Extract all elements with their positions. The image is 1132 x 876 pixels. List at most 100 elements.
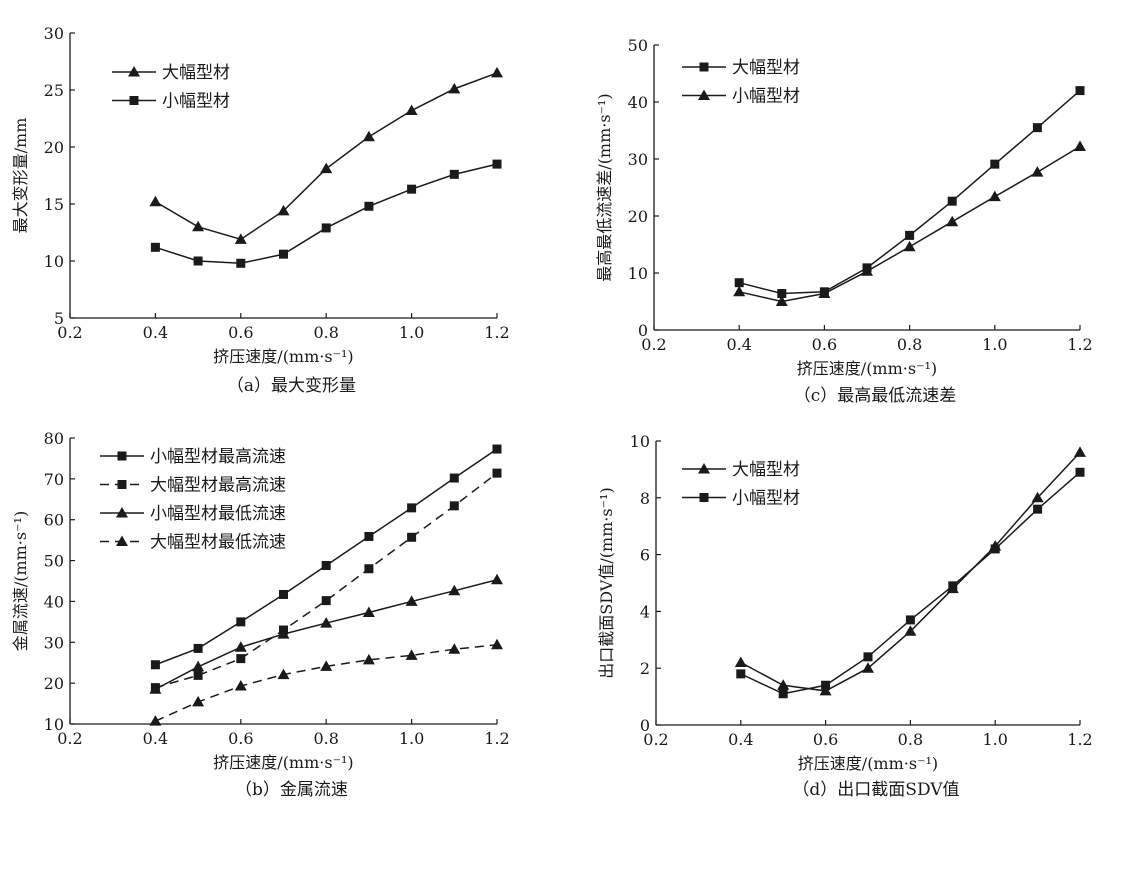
legend-marker	[698, 89, 710, 100]
data-point	[193, 670, 203, 680]
y-tick-label: 40	[44, 592, 64, 611]
data-point	[733, 285, 746, 297]
data-point	[492, 468, 502, 478]
data-point	[149, 683, 162, 694]
data-point	[448, 643, 461, 654]
y-tick-label: 25	[44, 81, 64, 100]
y-tick-label: 10	[628, 264, 648, 283]
data-point	[320, 162, 333, 174]
x-tick-label: 0.8	[313, 729, 338, 748]
data-point	[904, 625, 917, 636]
x-tick-label: 0.4	[726, 335, 751, 354]
y-axis-label: 最大变形量/mm	[11, 118, 30, 234]
y-tick-label: 8	[640, 489, 650, 508]
data-point	[862, 662, 874, 673]
data-point	[819, 684, 832, 696]
x-tick-label: 1.2	[1067, 335, 1092, 354]
data-point	[321, 596, 331, 606]
data-point	[947, 196, 957, 206]
data-point	[193, 256, 203, 266]
data-point	[1031, 166, 1044, 177]
y-tick-label: 20	[44, 138, 64, 157]
legend-marker	[699, 493, 709, 502]
y-tick-label: 20	[628, 207, 648, 226]
legend-label: 小幅型材	[162, 92, 230, 112]
data-point	[236, 617, 246, 627]
y-tick-label: 2	[640, 659, 650, 678]
chart-caption: （d）出口截面SDV值	[792, 780, 959, 800]
legend-label: 小幅型材最高流速	[150, 447, 286, 467]
data-point	[448, 584, 461, 596]
series-line	[155, 472, 498, 689]
data-point	[279, 589, 288, 599]
data-point	[777, 289, 787, 299]
y-tick-label: 30	[44, 24, 64, 43]
x-tick-label: 0.6	[813, 730, 838, 749]
data-point	[990, 159, 1000, 169]
data-point	[734, 656, 747, 668]
legend-marker	[117, 480, 127, 489]
y-tick-label: 30	[628, 150, 648, 169]
x-tick-label: 1.2	[1067, 730, 1092, 749]
data-point	[492, 159, 502, 169]
y-axis-label: 金属流速/(mm·s⁻¹)	[11, 511, 30, 651]
data-point	[364, 201, 374, 211]
legend-marker	[129, 96, 139, 105]
x-tick-label: 1.2	[484, 323, 509, 342]
chart-caption: （c）最高最低流速差	[794, 386, 957, 406]
data-point	[321, 560, 331, 570]
y-tick-label: 40	[628, 93, 648, 112]
x-tick-label: 0.6	[228, 729, 253, 748]
series-line	[155, 163, 498, 265]
data-point	[277, 668, 290, 680]
data-point	[448, 82, 461, 94]
data-point	[1031, 491, 1044, 503]
legend-label: 小幅型材最低流速	[150, 504, 286, 524]
legend-marker	[128, 66, 140, 77]
x-tick-label: 0.8	[898, 730, 923, 749]
data-point	[192, 660, 205, 672]
y-tick-label: 6	[640, 546, 650, 565]
y-axis-label: 最高最低流速差/(mm·s⁻¹)	[595, 93, 614, 281]
data-point	[905, 230, 915, 240]
y-tick-label: 0	[638, 321, 648, 340]
data-point	[863, 652, 873, 662]
data-point	[405, 595, 418, 606]
data-point	[1075, 86, 1085, 96]
data-point	[905, 615, 915, 625]
data-point	[777, 679, 790, 690]
data-point	[407, 503, 417, 513]
y-tick-label: 10	[630, 432, 650, 451]
data-point	[491, 66, 503, 78]
legend-label: 大幅型材	[732, 58, 800, 78]
data-point	[193, 643, 203, 653]
data-point	[364, 531, 374, 541]
data-point	[946, 215, 959, 227]
data-point	[236, 258, 246, 268]
data-point	[903, 240, 916, 252]
chart-a: 0.2 0.4 0.6 0.8 1.0 1.2 5 10 15 20 25 30 挤压速度/(mm·s⁻…	[11, 24, 510, 396]
y-tick-label: 4	[640, 602, 650, 621]
data-point	[1074, 140, 1086, 151]
legend-label: 大幅型材	[162, 63, 230, 83]
x-axis-label: 挤压速度/(mm·s⁻¹)	[797, 359, 937, 378]
x-tick-label: 0.6	[228, 323, 253, 342]
y-tick-label: 10	[44, 715, 64, 734]
data-point	[734, 278, 744, 288]
y-tick-label: 70	[44, 470, 64, 489]
chart-c: 0.2 0.4 0.6 0.8 1.0 1.2 0 10 20 30 40 50 挤压速度/(mm·s⁻…	[595, 36, 1093, 406]
y-tick-label: 30	[44, 633, 64, 652]
data-point	[234, 233, 247, 244]
series-line	[739, 145, 1081, 303]
data-point	[362, 653, 375, 665]
data-point	[192, 220, 205, 232]
data-point	[492, 444, 502, 454]
data-point	[736, 669, 746, 679]
y-tick-label: 80	[44, 429, 64, 448]
data-point	[362, 606, 375, 617]
chart-caption: （a）最大变形量	[227, 376, 356, 396]
data-point	[1033, 504, 1043, 514]
data-point	[491, 573, 503, 585]
legend-marker	[117, 451, 127, 461]
